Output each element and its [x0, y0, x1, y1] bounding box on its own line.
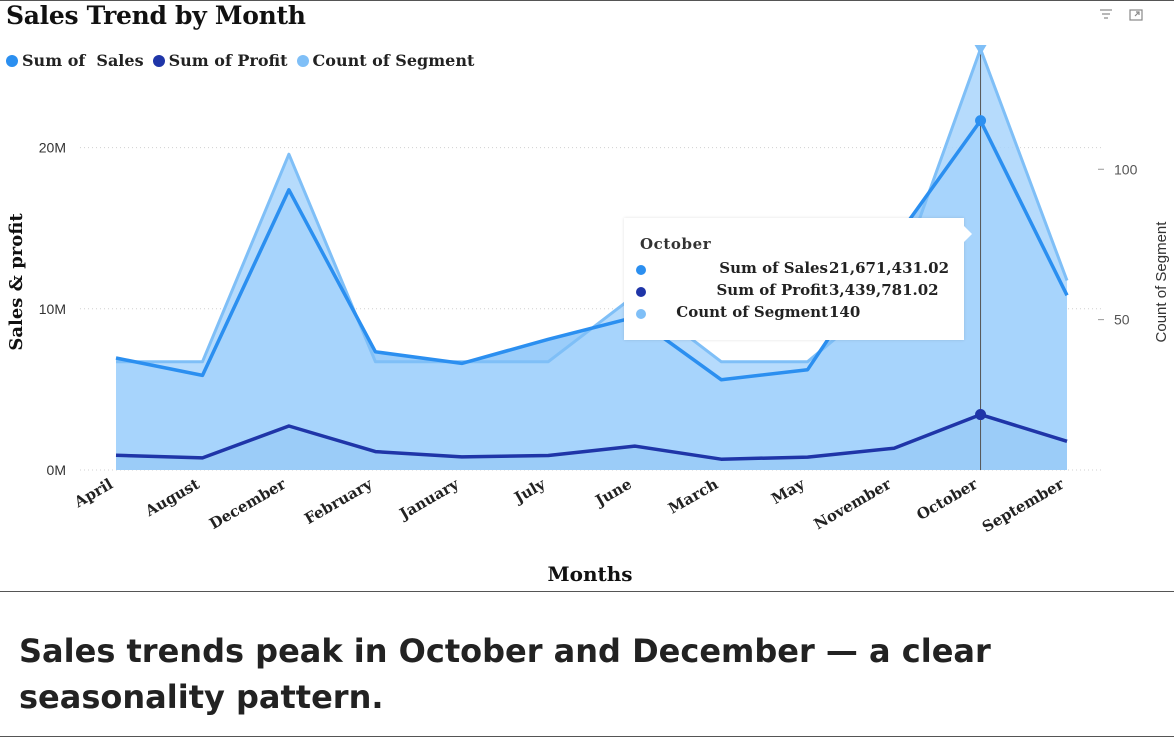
tooltip-value-profit: 3,439,781.02 [829, 281, 939, 299]
x-tick-label: July [509, 474, 549, 507]
legend-dot-profit [152, 54, 165, 67]
x-tick-label: April [70, 475, 116, 512]
chart-tooltip: October Sum of Sales 21,671,431.02 Sum o… [624, 218, 972, 340]
chart-canvas: 0M 10M 20M 50 100 April August December February… [6, 44, 1170, 586]
profit-line [115, 412, 1068, 461]
x-tick-label: January [395, 474, 463, 524]
x-tick-label: November [811, 474, 895, 533]
bottom-divider [0, 736, 1174, 737]
visual-header-icons [1098, 7, 1144, 23]
tooltip-label-segment: Count of Segment [676, 303, 828, 321]
chart-legend: Sum of Sales Sum of Profit Count of Segm… [6, 51, 483, 70]
tooltip-value-segment: 140 [829, 303, 861, 321]
tooltip-label-sales: Sum of Sales [719, 259, 828, 277]
y-tick-label: 0M [47, 462, 66, 478]
legend-item-profit[interactable]: Sum of Profit [152, 51, 288, 70]
legend-label-segment: Count of Segment [312, 51, 475, 70]
tooltip-dot-sales [636, 265, 646, 275]
chart-title: Sales Trend by Month [6, 1, 306, 30]
x-tick-label: March [665, 475, 721, 518]
legend-label-profit: Sum of Profit [168, 51, 288, 70]
y-tick-label: 10M [39, 301, 66, 317]
x-tick-label: September [979, 474, 1068, 536]
tooltip-dot-profit [636, 287, 646, 297]
hover-marker-profit [975, 409, 987, 421]
x-tick-label: May [768, 474, 808, 508]
tooltip-row-sales: Sum of Sales 21,671,431.02 [636, 259, 956, 279]
filter-icon[interactable] [1098, 7, 1114, 23]
tooltip-dot-segment [636, 309, 646, 319]
focus-mode-icon[interactable] [1128, 7, 1144, 23]
y-tick-label: 20M [39, 140, 66, 156]
tooltip-label-profit: Sum of Profit [716, 281, 828, 299]
hover-marker-segment [974, 44, 987, 55]
chart-visual: 0M 10M 20M 50 100 April August December February… [0, 0, 1174, 592]
x-tick-label: June [591, 475, 635, 511]
insight-caption: Sales trends peak in October and Decembe… [19, 632, 991, 716]
x-tick-label: February [301, 474, 376, 528]
hover-marker-sales [975, 115, 987, 127]
x-tick-label: October [913, 474, 981, 524]
y2-tick-label: 50 [1114, 312, 1130, 328]
y-axis-title: Sales & profit [6, 213, 27, 351]
tooltip-title: October [640, 235, 712, 253]
segment-area [116, 49, 1067, 470]
legend-dot-segment [296, 54, 309, 67]
tooltip-value-sales: 21,671,431.02 [829, 259, 950, 277]
legend-label-sales: Sum of Sales [22, 51, 144, 70]
tooltip-row-segment: Count of Segment 140 [636, 303, 956, 323]
legend-dot-sales [6, 54, 18, 67]
x-tick-label: December [206, 474, 290, 533]
y2-axis-title: Count of Segment [1153, 221, 1170, 343]
x-axis-title: Months [547, 562, 632, 586]
y2-tick-label: 100 [1114, 161, 1138, 177]
tooltip-row-profit: Sum of Profit 3,439,781.02 [636, 281, 956, 301]
tooltip-arrow [964, 226, 972, 242]
legend-item-sales[interactable]: Sum of Sales [6, 51, 144, 70]
legend-item-segment[interactable]: Count of Segment [296, 51, 475, 70]
x-tick-label: August [141, 475, 202, 521]
